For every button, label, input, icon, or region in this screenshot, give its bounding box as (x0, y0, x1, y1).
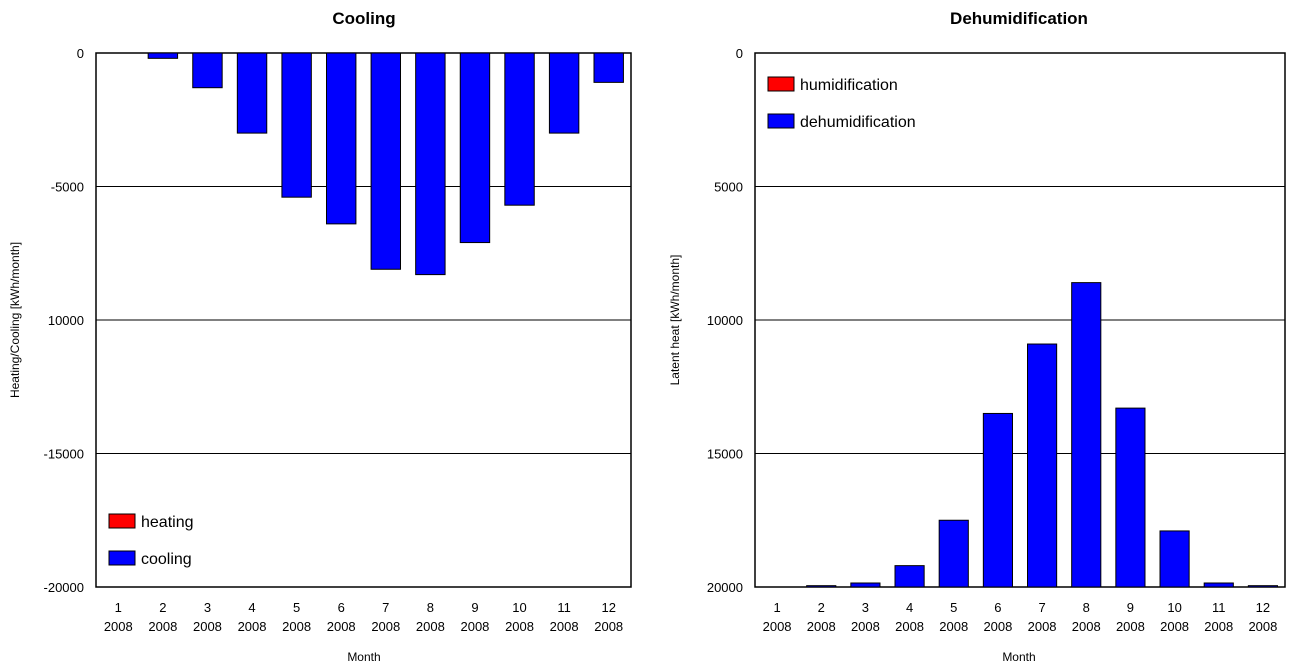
bar (370, 52, 402, 270)
x-tick-year: 2008 (1116, 619, 1145, 634)
y-axis-label: Heating/Cooling [kWh/month] (8, 242, 22, 398)
x-tick-year: 2008 (851, 619, 880, 634)
bar (1247, 585, 1278, 588)
bar (1115, 407, 1146, 588)
y-tick-label: -5000 (51, 180, 84, 195)
x-tick-label: 5 (950, 600, 957, 615)
legend-label: humidification (800, 77, 898, 94)
x-tick-year: 2008 (416, 619, 445, 634)
x-tick-label: 1 (115, 600, 122, 615)
legend-label: cooling (141, 551, 192, 568)
x-tick-label: 2 (159, 600, 166, 615)
x-tick-year: 2008 (238, 619, 267, 634)
x-tick-year: 2008 (1028, 619, 1057, 634)
y-tick-label: 15000 (707, 447, 743, 462)
legend-label: heating (141, 514, 194, 531)
y-tick-label: 5000 (714, 180, 743, 195)
bar (325, 52, 357, 225)
chart-title: Cooling (332, 9, 395, 28)
legend-swatch (767, 76, 795, 92)
x-tick-label: 7 (1038, 600, 1045, 615)
x-tick-label: 3 (862, 600, 869, 615)
dehumidification-chart: Dehumidification Latent heat [kWh/month]… (668, 9, 1286, 664)
x-tick-year: 2008 (371, 619, 400, 634)
bar (982, 412, 1013, 588)
y-tick-label: 0 (736, 46, 743, 61)
x-tick-year: 2008 (104, 619, 133, 634)
x-tick-label: 6 (338, 600, 345, 615)
x-tick-label: 8 (427, 600, 434, 615)
x-tick-year: 2008 (983, 619, 1012, 634)
x-tick-label: 11 (557, 600, 571, 615)
bar (938, 519, 969, 588)
x-tick-year: 2008 (460, 619, 489, 634)
y-tick-label: 10000 (48, 313, 84, 328)
x-axis-label: Month (347, 650, 380, 664)
x-tick-label: 9 (471, 600, 478, 615)
bar (281, 52, 312, 198)
y-tick-label: -20000 (44, 580, 84, 595)
bar (806, 585, 837, 588)
bar (593, 52, 624, 83)
x-tick-year: 2008 (763, 619, 792, 634)
bar (415, 52, 446, 276)
x-tick-label: 3 (204, 600, 211, 615)
x-tick-label: 12 (1256, 600, 1270, 615)
x-tick-label: 12 (601, 600, 615, 615)
y-tick-label: 20000 (707, 580, 743, 595)
x-tick-label: 10 (1167, 600, 1181, 615)
y-tick-label: -15000 (44, 447, 84, 462)
x-tick-year: 2008 (1072, 619, 1101, 634)
plot-frame (754, 52, 1286, 588)
x-tick-year: 2008 (505, 619, 534, 634)
x-tick-label: 7 (382, 600, 389, 615)
x-tick-year: 2008 (895, 619, 924, 634)
y-tick-label: 10000 (707, 313, 743, 328)
bar (459, 52, 491, 244)
bar (1159, 530, 1190, 588)
legend-label: dehumidification (800, 114, 916, 131)
x-tick-year: 2008 (327, 619, 356, 634)
bar (147, 52, 179, 59)
x-tick-label: 6 (994, 600, 1001, 615)
x-tick-year: 2008 (1248, 619, 1277, 634)
x-tick-label: 10 (512, 600, 526, 615)
x-tick-label: 1 (773, 600, 780, 615)
legend-swatch (767, 113, 795, 129)
x-tick-label: 11 (1212, 600, 1226, 615)
bar (894, 565, 925, 588)
x-tick-year: 2008 (939, 619, 968, 634)
x-tick-year: 2008 (807, 619, 836, 634)
x-tick-year: 2008 (1160, 619, 1189, 634)
bar (1027, 343, 1058, 588)
bar (236, 52, 268, 134)
x-tick-year: 2008 (1204, 619, 1233, 634)
x-tick-label: 2 (818, 600, 825, 615)
chart-title: Dehumidification (950, 9, 1088, 28)
plot-frame (95, 52, 632, 588)
x-tick-year: 2008 (550, 619, 579, 634)
y-axis-label: Latent heat [kWh/month] (668, 255, 682, 386)
bar (1203, 582, 1234, 588)
cooling-chart: Cooling Heating/Cooling [kWh/month] Mont… (8, 9, 632, 664)
x-tick-label: 4 (906, 600, 913, 615)
bar (1071, 282, 1102, 588)
x-tick-year: 2008 (148, 619, 177, 634)
x-tick-year: 2008 (594, 619, 623, 634)
x-tick-year: 2008 (282, 619, 311, 634)
x-tick-label: 4 (248, 600, 255, 615)
legend-swatch (108, 513, 136, 529)
bar (192, 52, 223, 89)
x-tick-label: 8 (1083, 600, 1090, 615)
legend-swatch (108, 550, 136, 566)
x-axis-label: Month (1002, 650, 1035, 664)
x-tick-label: 5 (293, 600, 300, 615)
y-tick-label: 0 (77, 46, 84, 61)
x-tick-year: 2008 (193, 619, 222, 634)
x-tick-label: 9 (1127, 600, 1134, 615)
bar (504, 52, 535, 206)
bar (548, 52, 580, 134)
bar (850, 582, 881, 588)
